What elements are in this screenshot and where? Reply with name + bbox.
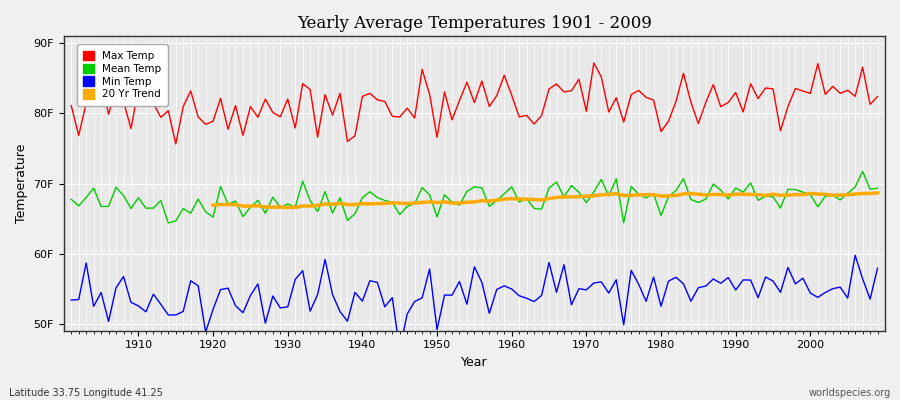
Title: Yearly Average Temperatures 1901 - 2009: Yearly Average Temperatures 1901 - 2009 xyxy=(297,15,652,32)
Legend: Max Temp, Mean Temp, Min Temp, 20 Yr Trend: Max Temp, Mean Temp, Min Temp, 20 Yr Tre… xyxy=(77,44,167,106)
X-axis label: Year: Year xyxy=(461,356,488,369)
Text: Latitude 33.75 Longitude 41.25: Latitude 33.75 Longitude 41.25 xyxy=(9,388,163,398)
Text: worldspecies.org: worldspecies.org xyxy=(809,388,891,398)
Y-axis label: Temperature: Temperature xyxy=(15,144,28,223)
